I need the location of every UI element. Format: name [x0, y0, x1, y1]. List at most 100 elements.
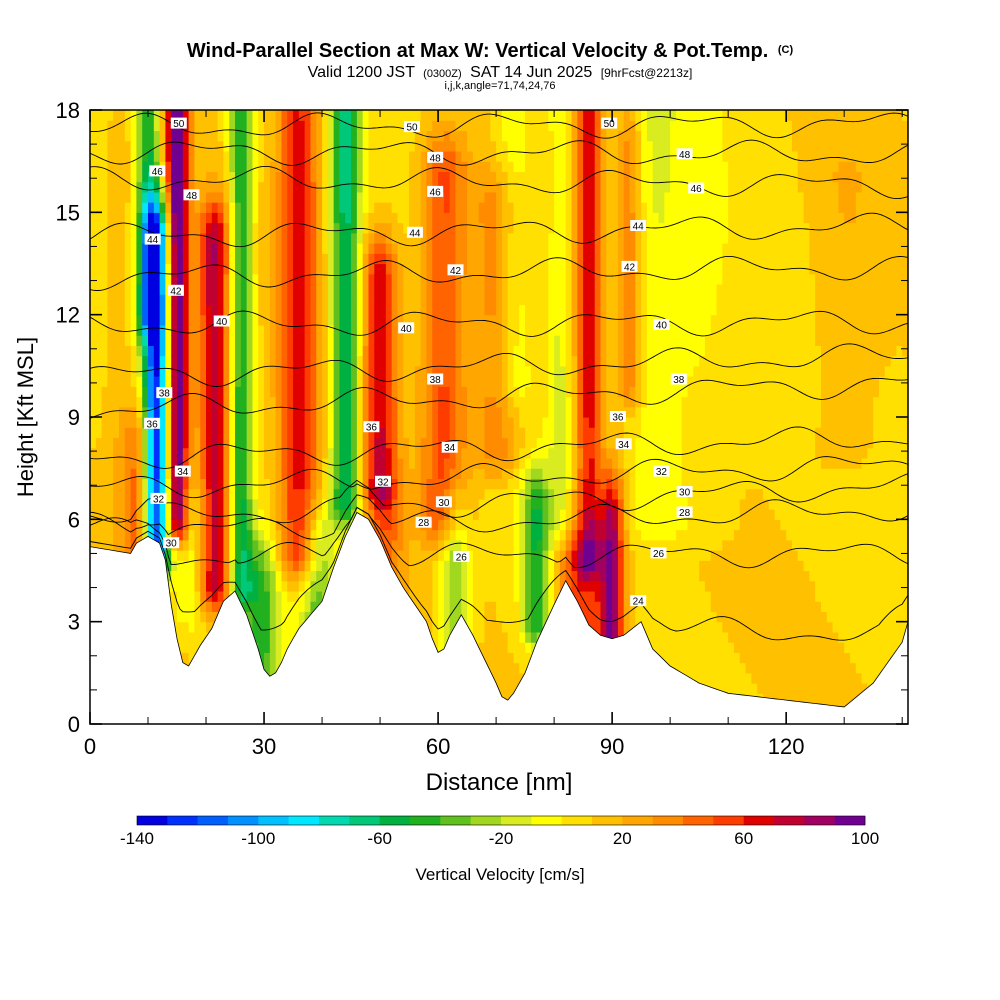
theta-contour-46 [90, 165, 908, 200]
colorbar-tick-label: 20 [613, 829, 632, 848]
contour-label: 42 [621, 260, 638, 273]
contour-label-bg [615, 438, 632, 450]
contour-label-bg [676, 486, 693, 497]
theta-contour-26 [90, 506, 908, 569]
contour-label: 48 [427, 151, 444, 164]
contour-label: 30 [163, 537, 180, 550]
contour-label-bg [441, 441, 458, 453]
theta-contour-44 [90, 212, 908, 248]
contour-label-text: 46 [691, 184, 703, 195]
contour-label: 44 [406, 226, 423, 239]
theta-contour-38 [90, 343, 908, 387]
contour-label-text: 50 [173, 119, 185, 130]
contour-label-bg [427, 373, 444, 385]
chart-title-text: Wind-Parallel Section at Max W: Vertical… [187, 40, 768, 62]
valid-prefix: Valid 1200 JST [308, 64, 416, 81]
colorbar-swatch [561, 816, 593, 825]
colorbar-tick-label: -20 [489, 829, 514, 848]
colorbar-swatch [683, 816, 714, 825]
contour-label: 24 [630, 595, 647, 608]
contour-label: 38 [427, 373, 444, 386]
contour-label: 30 [435, 496, 452, 509]
contour-label-text: 28 [418, 518, 430, 529]
x-axis-label: Distance [nm] [426, 769, 573, 796]
contour-label-bg [149, 165, 166, 177]
contour-label: 42 [167, 284, 184, 297]
contour-label-bg [601, 117, 618, 129]
colorbar-frame [136, 815, 866, 826]
contour-label-text: 26 [653, 549, 665, 560]
contour-label-bg [213, 315, 230, 327]
contour-label-text: 50 [604, 119, 616, 130]
contour-label: 48 [676, 148, 693, 161]
contour-label-text: 36 [612, 413, 624, 424]
contour-label-text: 44 [633, 222, 645, 233]
contour-label-text: 38 [430, 375, 442, 386]
contour-label-text: 44 [147, 235, 159, 246]
colorbar-label: Vertical Velocity [cm/s] [415, 865, 584, 884]
colorbar-swatch [592, 816, 623, 825]
y-tick-label: 6 [68, 507, 80, 532]
contour-label-bg [427, 151, 444, 163]
theta-contour-50 [90, 112, 908, 139]
valid-utc: (0300Z) [423, 68, 462, 80]
theta-contour-24 [90, 506, 908, 641]
contour-label: 40 [213, 315, 230, 328]
contour-label: 38 [156, 387, 173, 400]
contour-label-text: 40 [216, 317, 228, 328]
contour-label-bg [653, 318, 670, 330]
forecast-info: [9hrFcst@2213z] [601, 66, 693, 80]
contour-label-bg [375, 475, 391, 487]
y-tick-label: 3 [68, 610, 80, 635]
colorbar-tick-label: 60 [734, 829, 753, 848]
chart-title-mark: (C) [778, 44, 794, 56]
contour-label-bg [453, 550, 470, 562]
colorbar-tick-label: 100 [851, 829, 879, 848]
contour-label: 50 [601, 117, 618, 130]
contour-label-bg [398, 322, 415, 334]
contour-label-text: 34 [444, 443, 456, 454]
contour-label-text: 46 [430, 187, 442, 198]
contour-label: 50 [404, 121, 420, 134]
contour-label-text: 36 [366, 423, 378, 434]
x-tick-label: 90 [600, 734, 624, 759]
contour-label-bg [144, 417, 161, 429]
contour-label-text: 42 [624, 262, 636, 273]
contour-label-text: 30 [438, 498, 450, 509]
contour-label: 36 [363, 421, 380, 434]
x-tick-label: 60 [426, 734, 450, 759]
colorbar-swatch [713, 816, 744, 825]
contour-label-text: 32 [153, 494, 165, 505]
colorbar-swatch [743, 816, 775, 825]
contour-label: 32 [653, 465, 670, 478]
colorbar-swatch [652, 816, 684, 825]
contour-label: 26 [453, 550, 470, 563]
colorbar-swatch [288, 816, 320, 825]
contour-label: 36 [144, 417, 161, 430]
contour-label: 44 [144, 233, 161, 246]
contour-label-text: 38 [159, 389, 171, 400]
colorbar-swatch [197, 816, 229, 825]
contour-label: 42 [447, 264, 464, 277]
colorbar-tick-label: -140 [120, 829, 154, 848]
colorbar-swatch [379, 816, 411, 825]
contour-label-bg [406, 226, 423, 238]
contour-label: 28 [676, 506, 693, 519]
theta-contour-32 [90, 456, 908, 499]
colorbar-swatch [258, 816, 289, 825]
contour-label: 28 [415, 516, 432, 529]
contour-label-bg [183, 189, 200, 201]
y-axis-label: Height [Kft MSL] [13, 337, 38, 497]
colorbar-swatch [804, 816, 835, 825]
contour-label-text: 32 [377, 477, 389, 488]
x-tick-label: 0 [84, 734, 96, 759]
colorbar-swatch [501, 816, 532, 825]
theta-contour-34 [90, 426, 908, 469]
chart-subtitle: Valid 1200 JST (0300Z) SAT 14 Jun 2025 [… [308, 64, 693, 81]
contour-label-text: 42 [450, 266, 462, 277]
contour-label-text: 42 [170, 286, 182, 297]
colorbar-swatch [470, 816, 502, 825]
contour-label-text: 30 [679, 488, 691, 499]
